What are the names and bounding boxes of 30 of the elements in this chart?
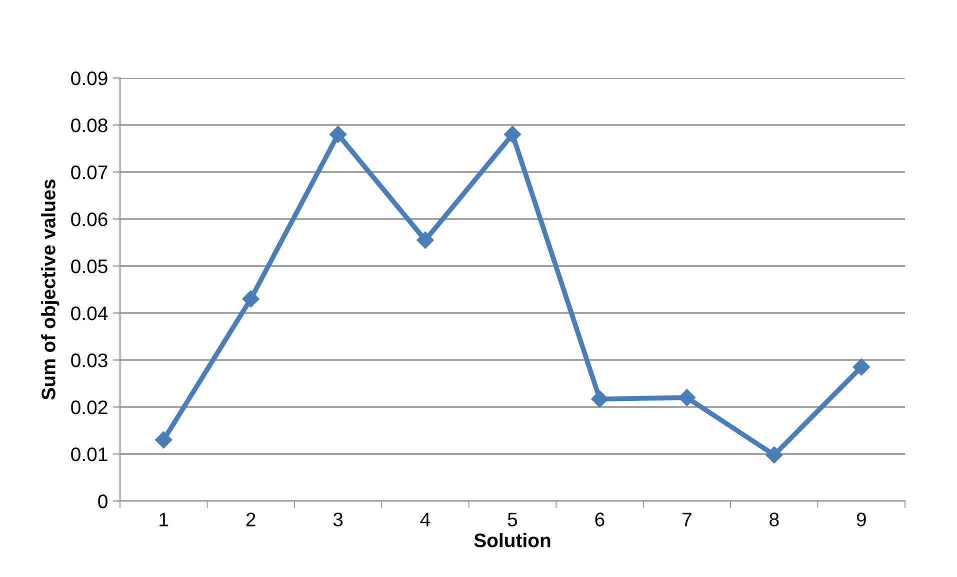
point [155,431,172,448]
y-axis-title: Sum of objective values [41,180,60,400]
y-tick-label: 0.06 [71,212,108,226]
point [330,126,347,143]
point [766,446,783,464]
x-tick-label: 7 [682,512,692,526]
point [678,389,696,406]
point [242,290,260,308]
point [852,358,870,376]
point [416,232,434,249]
x-tick-label: 9 [856,512,866,526]
y-tick-label: 0.07 [71,165,108,180]
x-axis-title: Solution [474,533,550,548]
x-tick-label: 5 [508,512,518,526]
x-tick-label: 8 [770,512,779,526]
y-tick-label: 0.01 [71,447,108,462]
y-tick-label: 0.04 [71,306,108,320]
x-tick-label: 4 [420,512,430,526]
y-tick-label: 0.03 [71,353,108,368]
y-tick-label: 0.08 [71,118,108,132]
point [504,126,522,143]
y-tick-label: 0.05 [71,259,108,274]
y-tick-label: 0.02 [71,400,108,414]
y-tick-label: 0 [98,494,108,508]
x-tick-label: 6 [595,512,604,526]
x-tick-label: 1 [160,512,168,526]
y-tick-label: 0.09 [71,71,108,86]
x-tick-label: 2 [246,512,256,526]
x-tick-label: 3 [333,512,343,526]
point [591,390,608,408]
